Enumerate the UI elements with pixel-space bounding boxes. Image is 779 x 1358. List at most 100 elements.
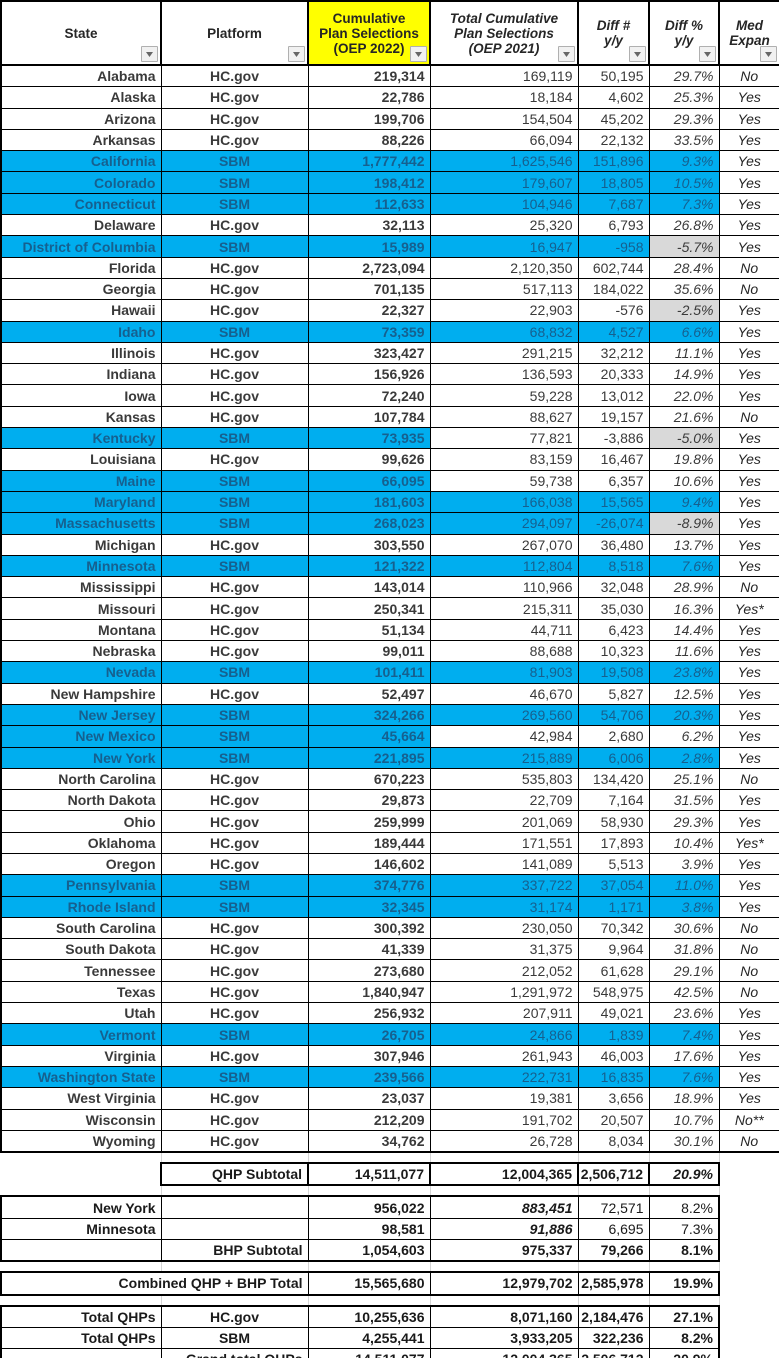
filter-dropdown-icon-platform[interactable]: [288, 46, 305, 62]
table-row[interactable]: Louisiana HC.gov 99,626 83,159 16,467 19.8% Ye…: [0, 448, 779, 471]
table-row[interactable]: New York SBM 221,895 215,889 6,006 2.8% Yes: [0, 746, 779, 769]
cell-med-expansion: Yes: [718, 533, 779, 556]
cell-diff-number: 6,357: [577, 469, 650, 492]
table-row[interactable]: Arkansas HC.gov 88,226 66,094 22,132 33.5% Yes: [0, 128, 779, 152]
table-row[interactable]: North Carolina HC.gov 670,223 535,803 134,42…: [0, 767, 779, 791]
table-row[interactable]: Missouri HC.gov 250,341 215,311 35,030 16.3% Y…: [0, 597, 779, 620]
table-row[interactable]: Georgia HC.gov 701,135 517,113 184,022 35.6% N…: [0, 277, 779, 301]
table-row[interactable]: California SBM 1,777,442 1,625,546 151,896 9.…: [0, 150, 779, 173]
cell-diff-percent: 10.5%: [648, 171, 720, 194]
table-row[interactable]: South Dakota HC.gov 41,339 31,375 9,964 31.8%…: [0, 938, 779, 961]
cell-state: North Dakota: [0, 789, 162, 812]
table-row[interactable]: Connecticut SBM 112,633 104,946 7,687 7.3% Yes: [0, 192, 779, 216]
table-row[interactable]: South Carolina HC.gov 300,392 230,050 70,342…: [0, 916, 779, 940]
cell-diff-number: 10,323: [577, 640, 650, 663]
cell-oep2022: 26,705: [307, 1023, 431, 1046]
table-row[interactable]: Kentucky SBM 73,935 77,821 -3,886 -5.0% Yes: [0, 427, 779, 450]
table-row[interactable]: Arizona HC.gov 199,706 154,504 45,202 29.3% Ye…: [0, 107, 779, 130]
cell-diff-percent: 6.6%: [648, 320, 720, 343]
filter-dropdown-icon-diff-number[interactable]: [629, 46, 646, 62]
table-row[interactable]: New Jersey SBM 324,266 269,560 54,706 20.3% Ye…: [0, 703, 779, 727]
column-header-diff-number[interactable]: Diff # y/y: [577, 0, 650, 66]
table-row[interactable]: Vermont SBM 26,705 24,866 1,839 7.4% Yes: [0, 1023, 779, 1046]
table-row[interactable]: Alaska HC.gov 22,786 18,184 4,602 25.3% Yes: [0, 86, 779, 109]
table-row[interactable]: Ohio HC.gov 259,999 201,069 58,930 29.3% Yes: [0, 810, 779, 833]
table-row[interactable]: New Hampshire HC.gov 52,497 46,670 5,827 12.5…: [0, 682, 779, 705]
cell-diff-percent: 23.6%: [648, 1002, 720, 1025]
table-row[interactable]: District of Columbia SBM 15,989 16,947 -958-…: [0, 235, 779, 258]
table-row[interactable]: New Mexico SBM 45,664 42,984 2,680 6.2% Yes: [0, 725, 779, 748]
filter-dropdown-icon-oep2021[interactable]: [558, 46, 575, 62]
column-header-platform[interactable]: Platform: [160, 0, 309, 66]
filter-dropdown-icon-oep2022[interactable]: [410, 46, 427, 62]
cell-platform: HC.gov: [160, 831, 309, 854]
cell-diff-percent: 7.3%: [648, 192, 720, 216]
table-row[interactable]: Nebraska HC.gov 99,011 88,688 10,323 11.6% Yes: [0, 640, 779, 663]
table-row[interactable]: West Virginia HC.gov 23,037 19,381 3,656 18.9…: [0, 1087, 779, 1110]
table-row[interactable]: Illinois HC.gov 323,427 291,215 32,212 11.1% Y…: [0, 341, 779, 365]
spacer-row-1: [1, 1153, 779, 1164]
cell-med-expansion: No: [718, 405, 779, 429]
cell-oep2021: 59,228: [429, 384, 579, 407]
cell-oep2021: 81,903: [429, 661, 579, 684]
cell-med-expansion: Yes: [718, 1002, 779, 1025]
table-row[interactable]: Iowa HC.gov 72,240 59,228 13,012 22.0% Yes: [0, 384, 779, 407]
table-row[interactable]: Oklahoma HC.gov 189,444 171,551 17,893 10.4% Y…: [0, 831, 779, 854]
cell-med-expansion: Yes: [718, 682, 779, 705]
table-row[interactable]: Massachusetts SBM 268,023 294,097 -26,074 -8.…: [0, 512, 779, 535]
table-row[interactable]: Colorado SBM 198,412 179,607 18,805 10.5% Yes: [0, 171, 779, 194]
cell-state: Massachusetts: [0, 512, 162, 535]
cell-platform: HC.gov: [160, 980, 309, 1004]
cell-diff-number: 1,839: [577, 1023, 650, 1046]
table-row[interactable]: Wisconsin HC.gov 212,209 191,702 20,507 10.7%…: [0, 1108, 779, 1131]
table-row[interactable]: Maryland SBM 181,603 166,038 15,565 9.4% Yes: [0, 490, 779, 514]
cell-diff-number: 20,333: [577, 363, 650, 386]
table-row[interactable]: Tennessee HC.gov 273,680 212,052 61,628 29.1%…: [0, 959, 779, 982]
cell-oep2021: 261,943: [429, 1044, 579, 1067]
table-row[interactable]: Minnesota SBM 121,322 112,804 8,518 7.6% Yes: [0, 554, 779, 578]
table-row[interactable]: Hawaii HC.gov 22,327 22,903 -576 -2.5% Yes: [0, 299, 779, 322]
filter-dropdown-icon-diff-percent[interactable]: [699, 46, 716, 62]
table-row[interactable]: Maine SBM 66,095 59,738 6,357 10.6% Yes: [0, 469, 779, 492]
table-row[interactable]: Oregon HC.gov 146,602 141,089 5,513 3.9% Yes: [0, 852, 779, 876]
column-header-diff-percent[interactable]: Diff % y/y: [648, 0, 720, 66]
table-row[interactable]: Indiana HC.gov 156,926 136,593 20,333 14.9% Ye…: [0, 363, 779, 386]
cell-platform: SBM: [160, 320, 309, 343]
table-row[interactable]: Florida HC.gov 2,723,094 2,120,350 602,744 28…: [0, 256, 779, 279]
cell-oep2021: 26,728: [429, 1129, 579, 1154]
oep2021-line3: (OEP 2021): [468, 40, 540, 56]
cell-med-expansion: No: [718, 959, 779, 982]
cell-diff-percent: -2.5%: [648, 299, 720, 322]
table-row[interactable]: Idaho SBM 73,359 68,832 4,527 6.6% Yes: [0, 320, 779, 343]
cell-oep2021: 269,560: [429, 703, 579, 727]
table-row[interactable]: Kansas HC.gov 107,784 88,627 19,157 21.6% No: [0, 405, 779, 429]
filter-dropdown-icon-state[interactable]: ↑: [141, 46, 166, 62]
table-row[interactable]: Washington State SBM 239,566 222,731 16,835 7…: [0, 1065, 779, 1089]
table-row[interactable]: Delaware HC.gov 32,113 25,320 6,793 26.8% Yes: [0, 214, 779, 237]
bhp-subtotal-2021: 975,337: [429, 1239, 579, 1263]
table-row[interactable]: Utah HC.gov 256,932 207,911 49,021 23.6% Yes: [0, 1002, 779, 1025]
cell-diff-percent: 29.1%: [648, 959, 720, 982]
table-row[interactable]: Texas HC.gov 1,840,947 1,291,972 548,975 42.5…: [0, 980, 779, 1004]
table-row[interactable]: Michigan HC.gov 303,550 267,070 36,480 13.7% Y…: [0, 533, 779, 556]
total-qhps-sbm-2022: 4,255,441: [307, 1326, 431, 1350]
table-row[interactable]: Virginia HC.gov 307,946 261,943 46,003 17.6% Y…: [0, 1044, 779, 1067]
cell-oep2022: 107,784: [307, 405, 431, 429]
table-row[interactable]: Montana HC.gov 51,134 44,711 6,423 14.4% Yes: [0, 618, 779, 642]
column-header-oep2022[interactable]: Cumulative Plan Selections (OEP 2022): [307, 0, 431, 66]
column-header-state[interactable]: State ↑: [0, 0, 166, 66]
cell-platform: SBM: [160, 192, 309, 216]
table-row[interactable]: Alabama HC.gov 219,314 169,119 50,195 29.7% No: [0, 64, 779, 88]
table-row[interactable]: Wyoming HC.gov 34,762 26,728 8,034 30.1% No: [0, 1129, 779, 1154]
column-header-oep2021[interactable]: Total Cumulative Plan Selections (OEP 20…: [429, 0, 579, 66]
cell-med-expansion: Yes: [718, 171, 779, 194]
table-row[interactable]: Nevada SBM 101,411 81,903 19,508 23.8% Yes: [0, 661, 779, 684]
cell-platform: SBM: [160, 150, 309, 173]
table-row[interactable]: Mississippi HC.gov 143,014 110,966 32,048 28.…: [0, 576, 779, 599]
column-header-med-expan[interactable]: Med Expan: [718, 0, 779, 66]
table-row[interactable]: Rhode Island SBM 32,345 31,174 1,171 3.8% Yes: [0, 895, 779, 918]
table-row[interactable]: Pennsylvania SBM 374,776 337,722 37,054 11.0%…: [0, 874, 779, 897]
table-row[interactable]: North Dakota HC.gov 29,873 22,709 7,164 31.5%…: [0, 789, 779, 812]
filter-dropdown-icon-med-expan[interactable]: [760, 46, 777, 62]
cell-oep2022: 189,444: [307, 831, 431, 854]
